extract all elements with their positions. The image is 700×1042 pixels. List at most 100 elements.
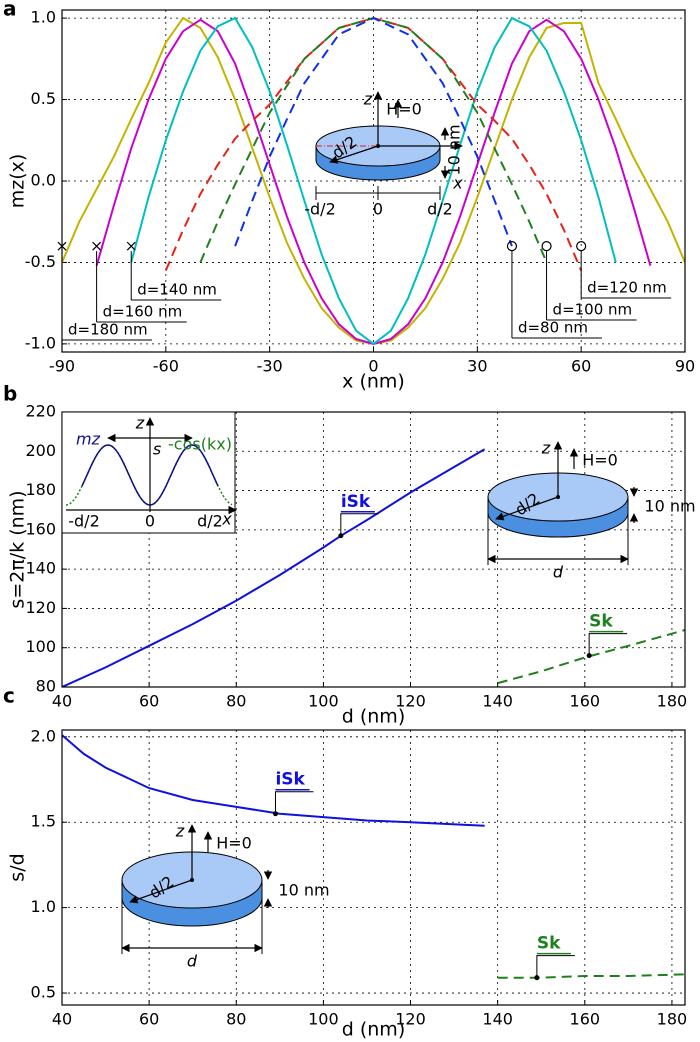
x-tick-label: 120 <box>395 1010 426 1029</box>
legend-label: d=160 nm <box>103 303 183 321</box>
inset-label: d/2 <box>427 200 453 219</box>
x-tick-label: 180 <box>657 692 688 711</box>
arrow <box>495 496 559 521</box>
x-tick-label: 100 <box>308 692 339 711</box>
plot-frame <box>61 729 686 1006</box>
x-tick-label: 80 <box>226 1010 246 1029</box>
y-tick-label: 220 <box>25 402 56 421</box>
y-tick-label: 140 <box>25 559 56 578</box>
annotation-label: iSk <box>275 770 305 790</box>
x-axis-label: x (nm) <box>342 371 405 393</box>
arrow <box>329 145 379 164</box>
plot-area <box>62 734 685 979</box>
inset-label: 10 nm <box>644 497 695 516</box>
inset-label: 10 nm <box>445 124 464 175</box>
inset-label: 0 <box>145 512 155 531</box>
inset-label: H=0 <box>216 834 252 853</box>
y-tick-label: -0.5 <box>25 252 56 271</box>
plot-frame <box>61 9 686 353</box>
legend-label: d=180 nm <box>68 321 148 339</box>
y-tick-label: 160 <box>25 519 56 538</box>
legend-label: d=120 nm <box>587 279 667 297</box>
end-marker <box>92 241 102 251</box>
plot-area <box>62 448 685 687</box>
x-tick-label: 60 <box>139 1010 159 1029</box>
legend-label: d=80 nm <box>518 319 588 337</box>
series-line <box>62 448 486 687</box>
x-tick-label: 30 <box>467 357 487 376</box>
inset-label: -cos(kx) <box>168 435 232 454</box>
y-tick-label: 0.0 <box>31 171 56 190</box>
x-tick-label: 90 <box>675 357 695 376</box>
panel-letter: a <box>3 0 17 21</box>
x-tick-label: 120 <box>395 692 426 711</box>
series-line <box>130 16 617 346</box>
inset-label: H=0 <box>582 451 618 470</box>
x-tick-label: 60 <box>571 357 591 376</box>
inset-label: 0 <box>373 200 383 219</box>
x-tick-label: 140 <box>482 692 513 711</box>
x-tick-label: -60 <box>153 357 179 376</box>
end-marker <box>506 241 518 252</box>
x-tick-label: 80 <box>226 692 246 711</box>
inset-label: s <box>153 440 161 459</box>
x-tick-label: 160 <box>570 1010 601 1029</box>
x-tick-label: 180 <box>657 1010 688 1029</box>
y-axis-label: mz(x) <box>7 154 29 209</box>
y-tick-label: -1.0 <box>25 333 56 352</box>
end-marker <box>541 241 552 252</box>
y-tick-label: 200 <box>25 441 56 460</box>
legend-label: d=100 nm <box>553 301 633 319</box>
x-tick-label: -90 <box>49 357 75 376</box>
x-tick-label: 0 <box>368 357 378 376</box>
inset-label: mz <box>76 430 101 449</box>
y-tick-label: 1.5 <box>31 812 56 831</box>
y-tick-label: 0.5 <box>31 89 56 108</box>
inset-label: z <box>363 90 373 109</box>
annotation-leader <box>274 791 314 814</box>
inset-label: d <box>553 563 564 582</box>
series-line <box>234 16 513 247</box>
inset-label: -d/2 <box>68 512 100 531</box>
x-tick-label: 40 <box>52 1010 72 1029</box>
series-line <box>497 973 685 979</box>
annotation-label: Sk <box>589 612 613 632</box>
y-axis-label: s=2π/k (nm) <box>7 490 29 608</box>
y-axis-label: s/d <box>7 853 29 881</box>
y-tick-label: 100 <box>25 637 56 656</box>
inset-box <box>61 411 236 534</box>
inset-label: z <box>135 414 145 433</box>
legend-label: d=140 nm <box>137 281 217 299</box>
end-marker <box>576 241 587 252</box>
panel-letter: b <box>3 382 17 406</box>
x-tick-label: 60 <box>139 692 159 711</box>
inset-label: -d/2 <box>304 200 336 219</box>
annotation-label: Sk <box>537 934 561 954</box>
y-tick-label: 80 <box>36 677 56 696</box>
y-tick-label: 1.0 <box>31 8 56 27</box>
panel-letter: c <box>3 684 15 708</box>
inset-label: x <box>221 510 232 529</box>
inset-label: H=0 <box>386 100 422 119</box>
plot-frame <box>61 411 686 688</box>
x-tick-label: -30 <box>257 357 283 376</box>
x-tick-label: 140 <box>482 1010 513 1029</box>
x-tick-label: 40 <box>52 692 72 711</box>
annotation-leader <box>340 513 379 536</box>
end-marker <box>126 241 136 251</box>
annotation-leader <box>536 955 575 978</box>
series-line <box>62 734 485 827</box>
y-tick-label: 2.0 <box>31 726 56 745</box>
y-tick-label: 0.5 <box>31 983 56 1002</box>
annotation-leader <box>588 633 628 656</box>
x-tick-label: 100 <box>308 1010 339 1029</box>
x-axis-label: d (nm) <box>342 1019 405 1041</box>
inset-label: 10 nm <box>278 881 329 900</box>
plot-area <box>62 16 685 346</box>
arrow <box>129 879 193 904</box>
end-marker <box>57 241 67 251</box>
inset-label: d <box>187 952 198 971</box>
x-tick-label: 160 <box>570 692 601 711</box>
